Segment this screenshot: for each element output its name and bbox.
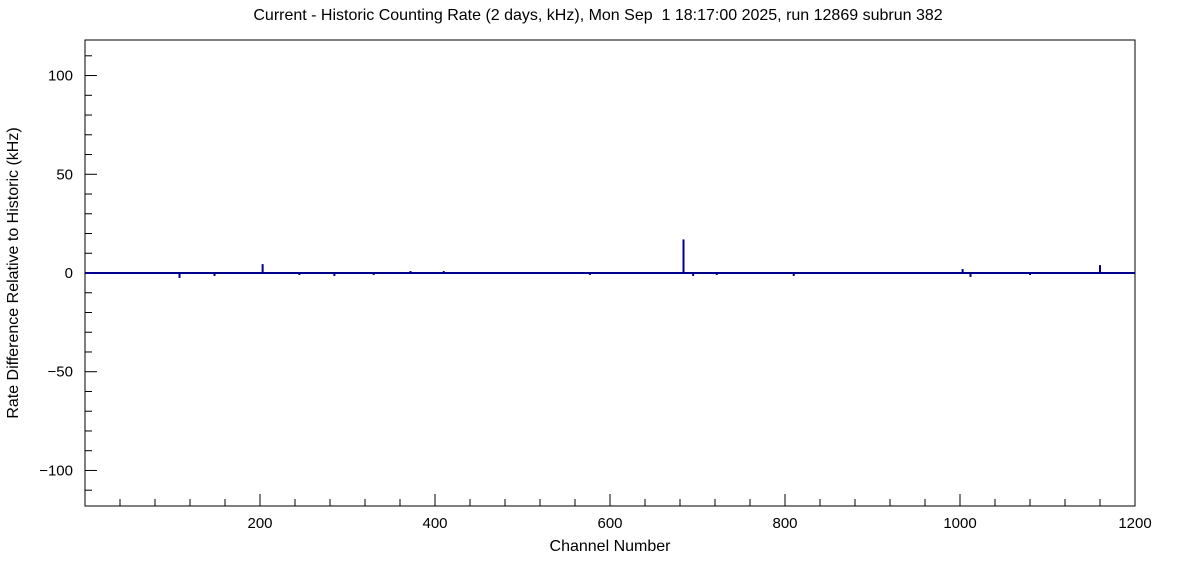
x-tick-label: 200	[247, 515, 272, 532]
x-tick-label: 1200	[1118, 515, 1151, 532]
y-tick-label: 100	[48, 68, 73, 85]
y-tick-label: −50	[48, 364, 73, 381]
y-tick-label: 50	[56, 166, 73, 183]
x-axis-label: Channel Number	[549, 538, 671, 555]
y-tick-label: 0	[65, 265, 73, 282]
chart-title: Current - Historic Counting Rate (2 days…	[253, 7, 943, 24]
x-tick-label: 1000	[943, 515, 976, 532]
x-tick-label: 800	[772, 515, 797, 532]
x-tick-label: 600	[597, 515, 622, 532]
y-tick-label: −100	[39, 462, 73, 479]
y-axis-label: Rate Difference Relative to Historic (kH…	[5, 127, 22, 419]
x-tick-label: 400	[422, 515, 447, 532]
